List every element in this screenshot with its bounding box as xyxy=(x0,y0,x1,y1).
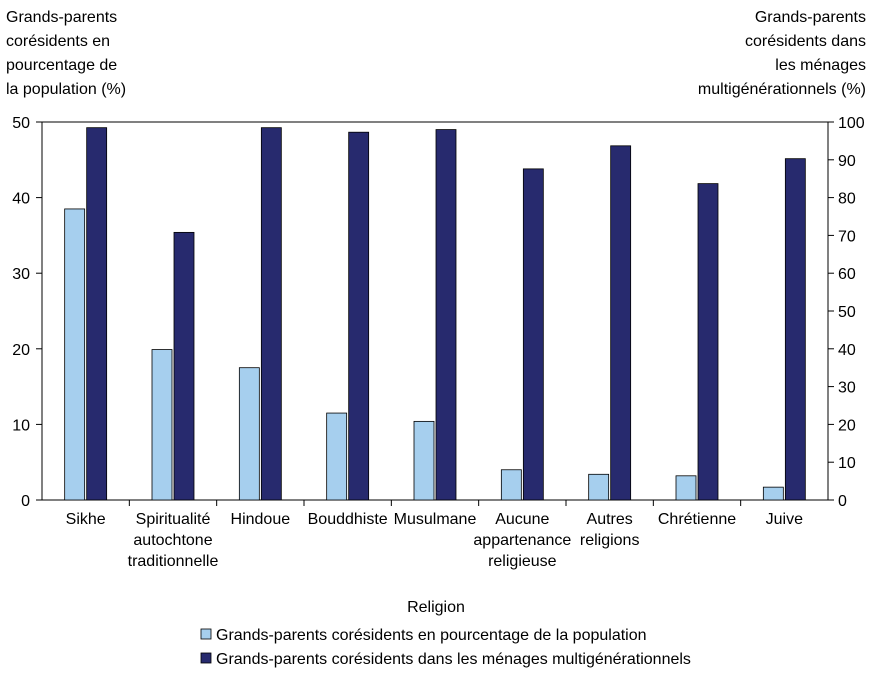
bar-multigenerational-share xyxy=(785,159,805,500)
legend-swatch xyxy=(201,653,211,663)
category-label: Musulmane xyxy=(394,511,477,528)
bar-population-share xyxy=(152,350,172,500)
right-tick-label: 70 xyxy=(838,228,856,245)
bar-multigenerational-share xyxy=(523,169,543,500)
left-tick-label: 50 xyxy=(12,115,30,132)
bar-population-share xyxy=(763,487,783,500)
right-tick-label: 10 xyxy=(838,455,856,472)
bar-multigenerational-share xyxy=(174,232,194,500)
right-tick-label: 100 xyxy=(838,115,865,132)
category-label: Hindoue xyxy=(231,511,291,528)
bar-population-share xyxy=(501,470,521,500)
bar-population-share xyxy=(239,368,259,500)
bar-multigenerational-share xyxy=(611,146,631,500)
bar-population-share xyxy=(65,209,85,500)
category-label: Chrétienne xyxy=(658,511,736,528)
left-axis-title-line: la population (%) xyxy=(6,81,126,98)
left-axis-title-line: corésidents en xyxy=(6,33,110,50)
left-axis-title-line: pourcentage de xyxy=(6,57,117,74)
category-label: Spiritualité xyxy=(136,511,211,528)
right-tick-label: 0 xyxy=(838,493,847,510)
x-axis-title: Religion xyxy=(407,599,465,616)
category-label: Sikhe xyxy=(66,511,106,528)
right-tick-label: 40 xyxy=(838,342,856,359)
right-axis-title-line: les ménages xyxy=(775,57,866,74)
right-axis-title-line: corésidents dans xyxy=(745,33,866,50)
right-axis-title-line: Grands-parents xyxy=(755,9,866,26)
left-axis-title-line: Grands-parents xyxy=(6,9,117,26)
right-axis-title-line: multigénérationnels (%) xyxy=(698,81,866,98)
category-label: appartenance xyxy=(473,532,571,549)
category-label: Juive xyxy=(766,511,803,528)
right-tick-label: 50 xyxy=(838,304,856,321)
left-tick-label: 10 xyxy=(12,417,30,434)
bar-population-share xyxy=(676,476,696,500)
legend-label: Grands-parents corésidents en pourcentag… xyxy=(216,627,647,644)
left-tick-label: 0 xyxy=(21,493,30,510)
right-tick-label: 20 xyxy=(838,417,856,434)
bar-population-share xyxy=(414,421,434,500)
left-tick-label: 20 xyxy=(12,342,30,359)
right-tick-label: 80 xyxy=(838,191,856,208)
legend-label: Grands-parents corésidents dans les ména… xyxy=(216,651,691,668)
left-tick-label: 40 xyxy=(12,191,30,208)
category-label: autochtone xyxy=(133,532,212,549)
right-tick-label: 90 xyxy=(838,153,856,170)
bar-population-share xyxy=(589,474,609,500)
category-label: religions xyxy=(580,532,640,549)
category-label: Bouddhiste xyxy=(308,511,388,528)
legend-swatch xyxy=(201,629,211,639)
bar-multigenerational-share xyxy=(349,132,369,500)
category-label: Aucune xyxy=(495,511,549,528)
bar-multigenerational-share xyxy=(261,128,281,500)
category-label: traditionnelle xyxy=(128,553,219,570)
category-label: Autres xyxy=(587,511,633,528)
right-tick-label: 60 xyxy=(838,266,856,283)
left-tick-label: 30 xyxy=(12,266,30,283)
bar-multigenerational-share xyxy=(698,184,718,500)
category-label: religieuse xyxy=(488,553,557,570)
bar-multigenerational-share xyxy=(436,130,456,500)
bar-multigenerational-share xyxy=(87,128,107,500)
right-tick-label: 30 xyxy=(838,380,856,397)
bar-population-share xyxy=(327,413,347,500)
